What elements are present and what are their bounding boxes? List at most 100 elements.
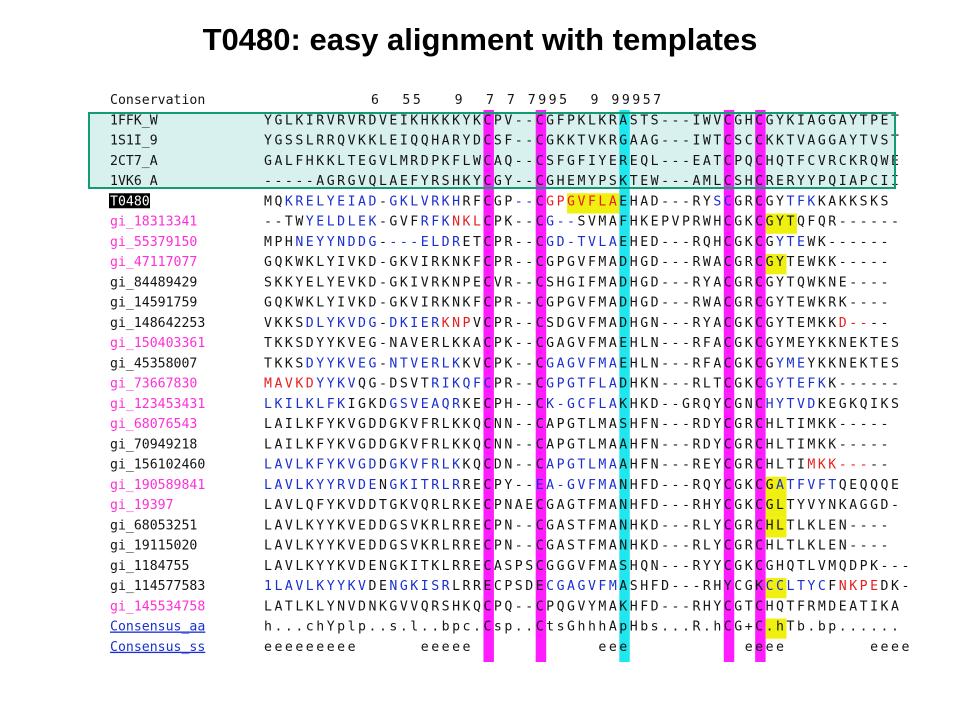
sequence-name: gi_18313341: [110, 215, 197, 230]
residue: N: [839, 356, 847, 371]
residue: F: [588, 316, 596, 331]
residue: L: [316, 316, 324, 331]
residue: N: [651, 336, 659, 351]
yellow-highlight: [765, 517, 787, 538]
residue: R: [692, 599, 700, 614]
residue: R: [463, 194, 471, 209]
residue: G: [389, 437, 397, 452]
residue: L: [389, 154, 397, 169]
residue: -: [860, 255, 868, 270]
residue: A: [442, 134, 450, 149]
residue: R: [452, 397, 460, 412]
template-highlight-box: [88, 112, 896, 189]
conservation-score: 9: [538, 93, 546, 108]
residue: .: [295, 620, 303, 635]
residue: W: [295, 215, 303, 230]
residue: W: [295, 255, 303, 270]
residue: -: [682, 356, 690, 371]
residue: G: [274, 113, 282, 128]
residue: K: [463, 356, 471, 371]
residue: G: [567, 275, 575, 290]
residue: G: [274, 134, 282, 149]
residue: K: [306, 539, 314, 554]
residue: Y: [316, 377, 324, 392]
sequence-name[interactable]: Consensus_aa: [110, 620, 205, 635]
residue: G: [567, 397, 575, 412]
residue: -: [682, 458, 690, 473]
residue: T: [285, 215, 293, 230]
residue: R: [692, 417, 700, 432]
residue: G: [546, 235, 554, 250]
residue: K: [337, 417, 345, 432]
residue: D: [828, 599, 836, 614]
residue: A: [274, 154, 282, 169]
residue: F: [431, 215, 439, 230]
residue: A: [274, 518, 282, 533]
residue: Y: [463, 134, 471, 149]
residue: Y: [316, 518, 324, 533]
residue: L: [431, 235, 439, 250]
residue: F: [316, 498, 324, 513]
residue: C: [724, 336, 732, 351]
residue: C: [776, 579, 784, 594]
residue: E: [797, 316, 805, 331]
residue: G: [400, 579, 408, 594]
residue: L: [797, 539, 805, 554]
residue: M: [598, 518, 606, 533]
residue: Y: [849, 134, 857, 149]
residue: -: [525, 518, 533, 533]
residue: -: [515, 215, 523, 230]
residue: V: [713, 113, 721, 128]
residue: C: [536, 316, 544, 331]
residue: M: [598, 559, 606, 574]
residue: L: [295, 478, 303, 493]
residue: S: [609, 174, 617, 189]
residue: F: [473, 377, 481, 392]
residue: D: [651, 599, 659, 614]
yellow-highlight: [765, 497, 787, 518]
residue: G: [682, 397, 690, 412]
sequence-name[interactable]: Consensus_ss: [110, 640, 205, 655]
residue: L: [442, 356, 450, 371]
residue: G: [327, 174, 335, 189]
residue: h: [776, 620, 784, 635]
residue: V: [578, 478, 586, 493]
residue: F: [421, 417, 429, 432]
residue: G: [389, 194, 397, 209]
residue: -: [881, 255, 889, 270]
residue: A: [828, 194, 836, 209]
residue: L: [264, 458, 272, 473]
residue: F: [316, 417, 324, 432]
residue: K: [745, 336, 753, 351]
residue: I: [285, 437, 293, 452]
yellow-highlight: [567, 193, 620, 214]
residue: E: [525, 498, 533, 513]
sequence-name: gi_145534758: [110, 599, 205, 614]
residue: H: [630, 397, 638, 412]
residue: G: [546, 296, 554, 311]
residue: D: [525, 579, 533, 594]
residue: N: [494, 437, 502, 452]
residue: C: [724, 174, 732, 189]
residue: T: [787, 539, 795, 554]
residue: K: [776, 134, 784, 149]
residue: R: [692, 194, 700, 209]
residue: L: [442, 478, 450, 493]
residue: E: [797, 255, 805, 270]
residue: F: [410, 215, 418, 230]
residue: E: [358, 356, 366, 371]
residue: L: [327, 215, 335, 230]
residue: L: [598, 377, 606, 392]
residue: K: [442, 296, 450, 311]
residue: N: [369, 599, 377, 614]
residue: K: [619, 174, 627, 189]
residue: F: [797, 599, 805, 614]
residue: -: [557, 215, 565, 230]
residue: K: [870, 194, 878, 209]
residue: Y: [588, 174, 596, 189]
residue: Q: [797, 275, 805, 290]
residue: Y: [713, 417, 721, 432]
residue: A: [609, 356, 617, 371]
residue: Y: [588, 599, 596, 614]
residue: K: [818, 275, 826, 290]
